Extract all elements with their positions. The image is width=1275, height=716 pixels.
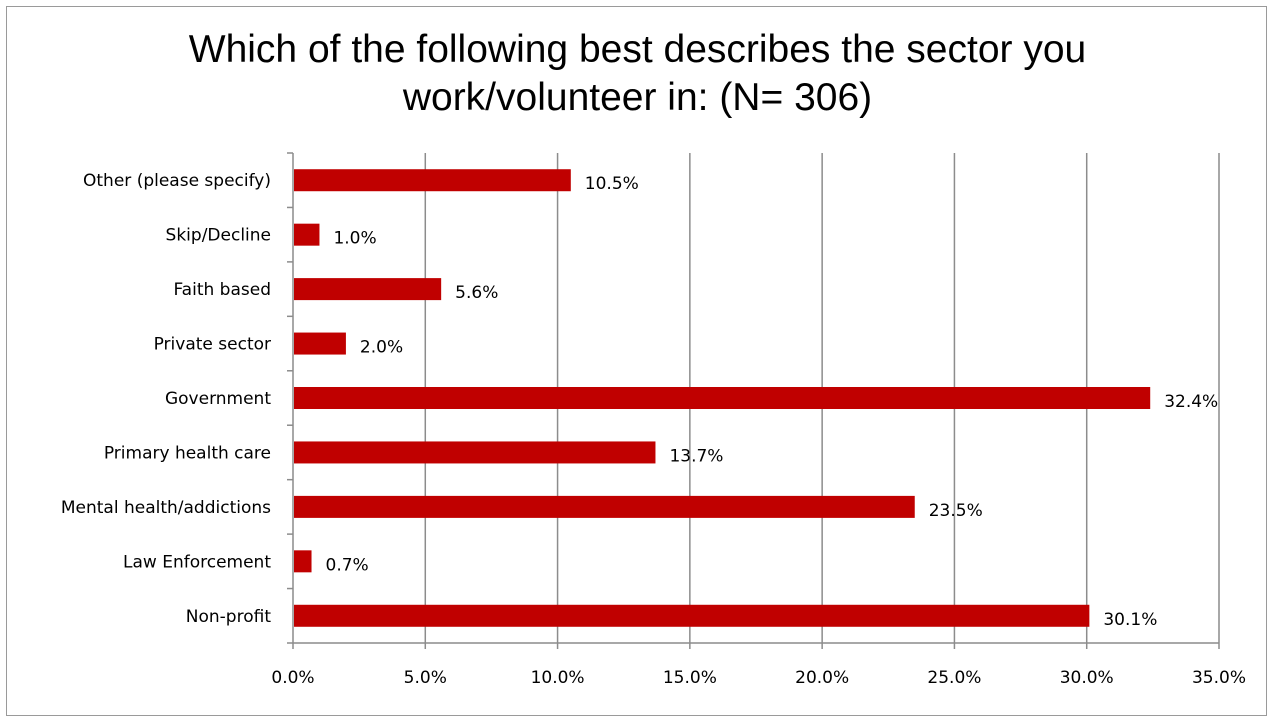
category-label: Mental health/addictions [61, 498, 271, 518]
value-label: 2.0% [360, 338, 403, 358]
bar [294, 387, 1151, 409]
chart-title-line-1: Which of the following best describes th… [188, 28, 1087, 71]
chart-title: Which of the following best describes th… [0, 26, 1275, 122]
labels: 0.0% 5.0% 10.0% 15.0% 20.0% 25.0% 30.0% 35.0% Ot… [61, 171, 1246, 688]
value-label: 32.4% [1164, 392, 1218, 412]
bar [294, 550, 312, 573]
category-label: Non-profit [186, 607, 272, 627]
value-label: 13.7% [669, 446, 723, 466]
chart-title-line-2: work/volunteer in: (N= 306) [402, 76, 873, 119]
value-label: 0.7% [326, 555, 369, 575]
x-tick-label: 5.0% [404, 668, 447, 688]
x-tick-label: 20.0% [795, 668, 849, 688]
x-tick-label: 10.0% [531, 668, 585, 688]
x-tick-label: 0.0% [271, 668, 314, 688]
category-label: Primary health care [104, 443, 271, 463]
bar [294, 278, 442, 301]
category-label: Skip/Decline [166, 226, 271, 246]
category-label: Law Enforcement [123, 552, 271, 572]
bar [294, 495, 915, 518]
category-label: Private sector [154, 335, 271, 355]
bar [294, 604, 1090, 627]
axes [287, 152, 1220, 649]
x-tick-label: 25.0% [927, 668, 981, 688]
bar [294, 332, 346, 355]
category-label: Other (please specify) [83, 171, 271, 191]
category-label: Faith based [173, 280, 271, 300]
category-label: Government [165, 389, 271, 409]
bars [294, 169, 1151, 627]
x-tick-label: 15.0% [663, 668, 717, 688]
bar [294, 223, 320, 246]
value-label: 23.5% [929, 501, 983, 521]
value-label: 30.1% [1103, 610, 1157, 630]
x-tick-label: 30.0% [1060, 668, 1114, 688]
x-tick-label: 35.0% [1192, 668, 1246, 688]
value-label: 1.0% [333, 229, 376, 249]
value-label: 5.6% [455, 283, 498, 303]
chart-frame [6, 6, 1267, 716]
value-label: 10.5% [585, 174, 639, 194]
bar [294, 169, 571, 192]
bar [294, 441, 656, 464]
